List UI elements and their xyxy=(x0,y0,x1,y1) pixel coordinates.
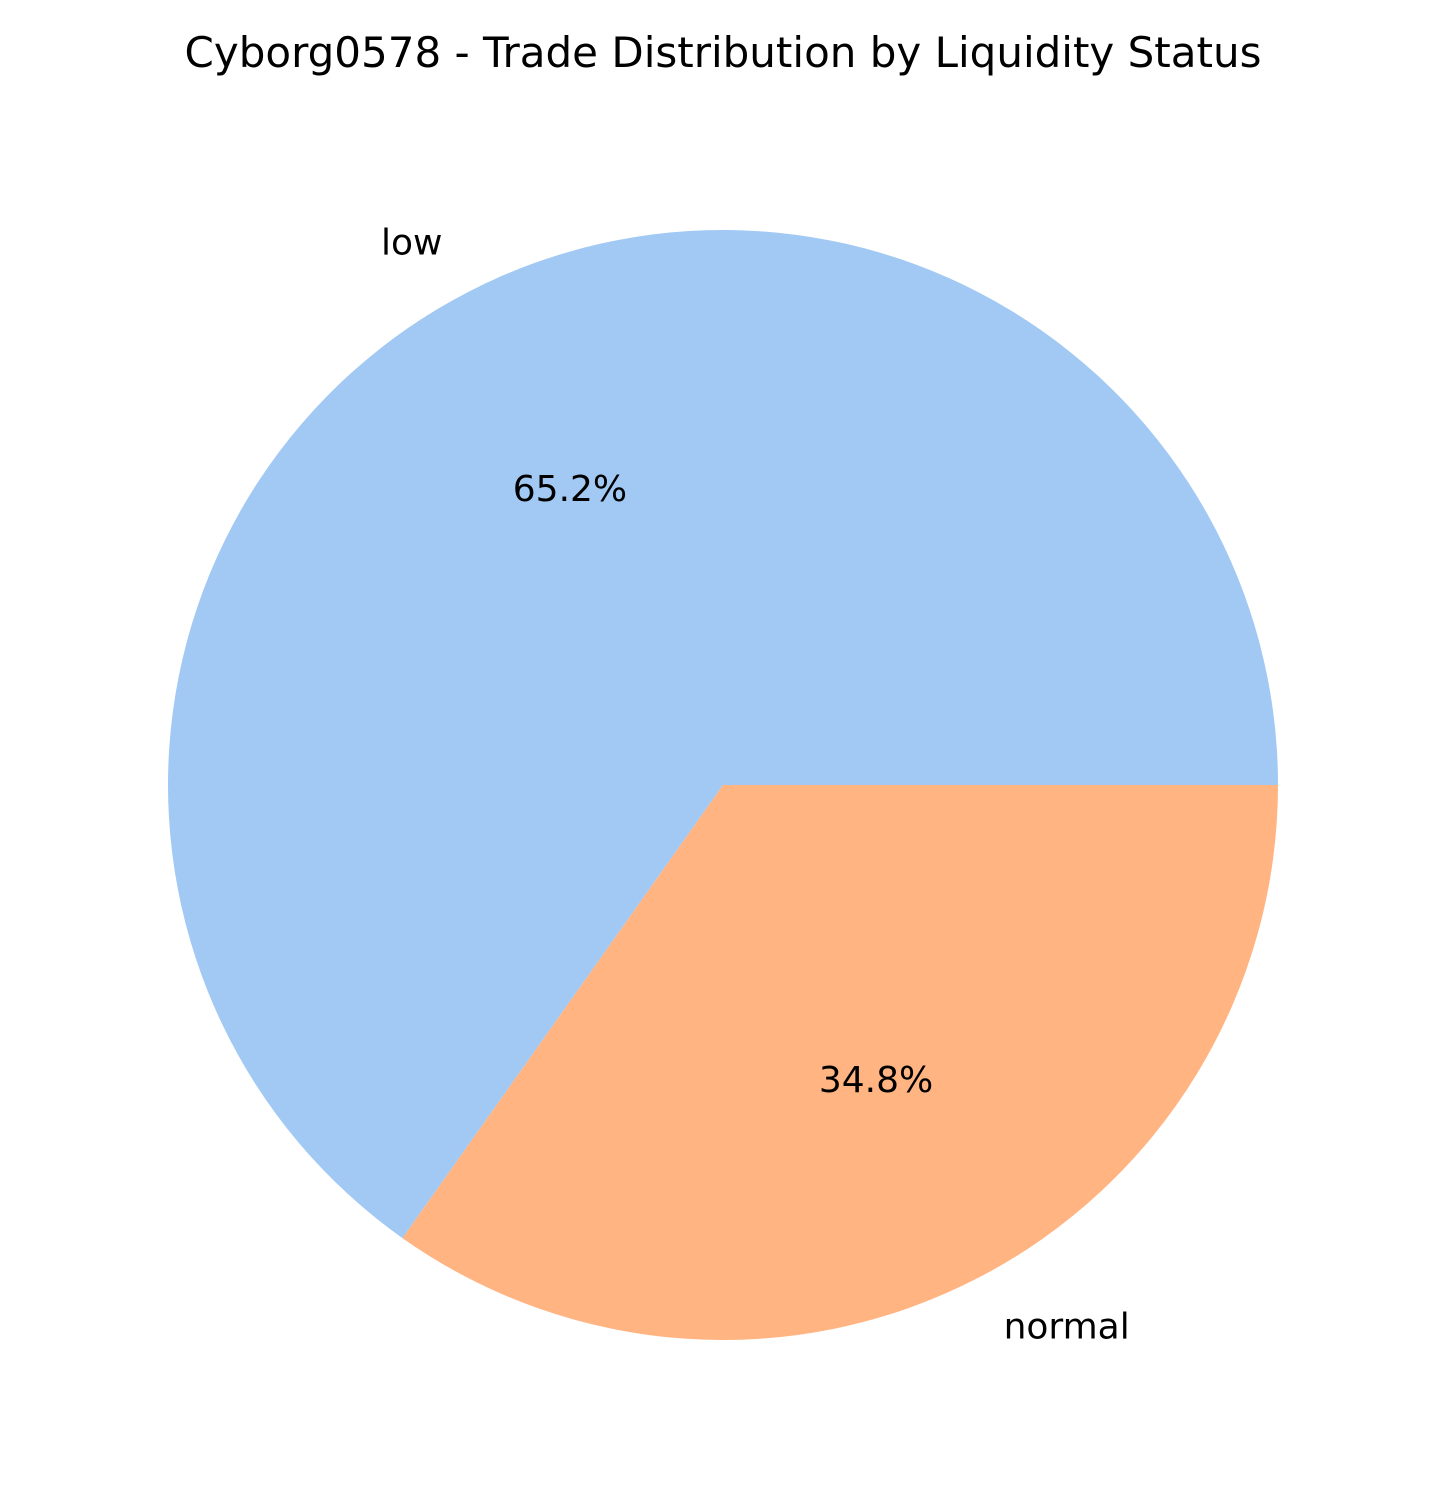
slice-percent-low: 65.2% xyxy=(513,469,627,510)
pie-slice-low xyxy=(167,229,1279,1239)
slice-label-normal: normal xyxy=(1004,1307,1130,1348)
slice-label-low: low xyxy=(381,222,442,263)
chart-title: Cyborg0578 - Trade Distribution by Liqui… xyxy=(185,28,1262,77)
pie-slice-normal xyxy=(402,785,1278,1340)
pie-labels: low 65.2% normal 34.8% xyxy=(381,222,1130,1347)
slice-percent-normal: 34.8% xyxy=(819,1060,933,1101)
pie-slices xyxy=(167,229,1279,1340)
